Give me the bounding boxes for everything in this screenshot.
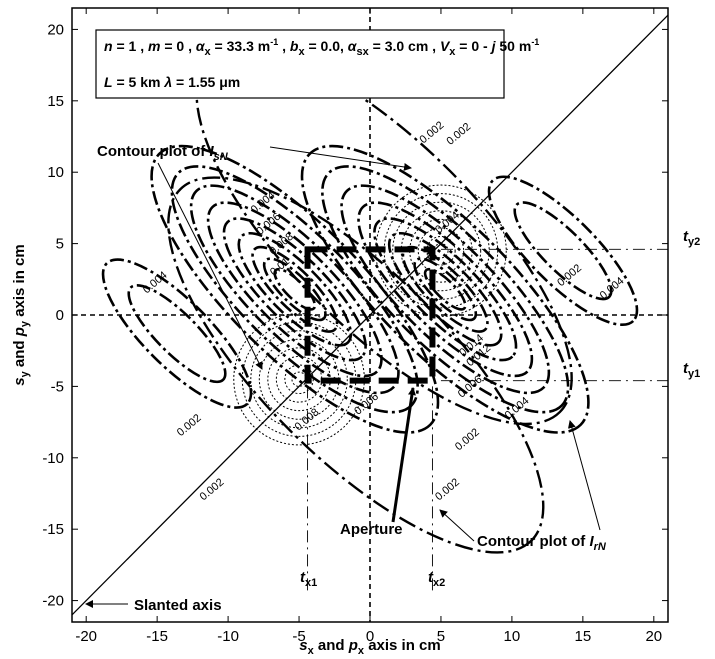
IrN-contour-ring	[357, 201, 534, 378]
IrN-contour-ring	[300, 144, 590, 434]
contour-level-label: 0.002	[453, 426, 482, 453]
label-tx1: tx1	[300, 569, 317, 589]
y-tick-label: -20	[42, 593, 64, 610]
contour-level-label: 0.004	[433, 209, 462, 236]
x-tick-label: 20	[645, 628, 662, 645]
label-ty1: ty1	[683, 360, 700, 380]
IrN-contour-ring	[423, 267, 467, 311]
x-tick-label: 10	[504, 628, 521, 645]
x-tick-label: -15	[146, 628, 168, 645]
IrN-contour-ring	[373, 217, 518, 362]
marker-reference-lines	[307, 248, 668, 594]
IsN-contour-ring	[417, 227, 465, 275]
contour-level-label: 0.006	[352, 391, 381, 418]
parameter-box: n = 1 , m = 0 , αx = 33.3 m-1 , bx = 0.0…	[95, 29, 539, 99]
IrN-contour-ring	[487, 175, 639, 327]
x-tick-label: -5	[292, 628, 305, 645]
y-tick-label: -15	[42, 521, 64, 538]
y-tick-label: -10	[42, 450, 64, 467]
IrN-contour-ring	[321, 165, 570, 414]
contour-level-label: 0.002	[418, 119, 447, 146]
slanted-axis-line	[72, 14, 668, 616]
x-axis-label: sx and px axis in cm	[299, 637, 441, 657]
arrow-IsN-right	[269, 146, 412, 171]
IrN-contour-ring	[273, 267, 317, 311]
annotations: Contour plot of IsN Aperture Contour plo…	[85, 143, 700, 614]
contour-level-label: 0.008	[293, 406, 322, 433]
IrN-contour-ring-outer	[167, 176, 545, 554]
contour-level-label: 0.004	[503, 395, 532, 422]
contours-IrN	[101, 47, 639, 554]
IrN-contour-ring	[206, 201, 383, 378]
IrN-contour-ring	[513, 201, 613, 301]
IsN-contour-ring	[291, 371, 307, 387]
x-tick-label: 0	[366, 628, 374, 645]
label-ty2: ty2	[683, 228, 700, 248]
contour-level-label: 0.004	[598, 275, 627, 302]
IsN-contour-ring	[433, 243, 449, 259]
contour-level-label: 0.002	[198, 476, 227, 503]
IrN-contour-ring	[251, 245, 339, 333]
annotation-contour-IsN: Contour plot of IsN	[97, 143, 229, 163]
IsN-contour-ring	[250, 330, 348, 429]
IrN-contour-ring	[150, 144, 440, 434]
x-tick-labels: -20 -15 -10 -5 0 5 10 15 20	[75, 628, 662, 645]
y-tick-label: -5	[51, 378, 64, 395]
aperture-box	[304, 246, 436, 384]
IrN-contour-ring	[237, 231, 353, 347]
contour-level-label: 0.002	[555, 262, 584, 289]
arrow-aperture	[391, 387, 416, 523]
arrow-IrN-up	[568, 420, 601, 531]
y-tick-label: 20	[47, 21, 64, 38]
x-tick-label: 15	[575, 628, 592, 645]
y-tick-label: 15	[47, 93, 64, 110]
y-axis-label: sy and py axis in cm	[11, 244, 31, 386]
x-tick-label: -10	[217, 628, 239, 645]
arrow-IrN-left	[439, 509, 475, 542]
annotation-slanted-axis: Slanted axis	[134, 597, 222, 614]
IrN-contour-ring	[127, 283, 227, 384]
x-tick-label: 5	[437, 628, 445, 645]
contour-level-label: 0.002	[444, 121, 473, 148]
annotation-aperture: Aperture	[340, 521, 403, 538]
IrN-contour-ring	[340, 184, 551, 395]
IsN-contour-ring	[284, 364, 314, 395]
contour-level-label: 0.002	[175, 412, 204, 439]
parameter-line-1: n = 1 , m = 0 , αx = 33.3 m-1 , bx = 0.0…	[104, 37, 539, 58]
IsN-contour-ring	[409, 218, 473, 283]
y-tick-label: 10	[47, 164, 64, 181]
x-tick-label: -20	[75, 628, 97, 645]
IsN-contour-ring	[383, 193, 499, 309]
label-tx2: tx2	[428, 569, 445, 589]
IrN-contour-ring	[222, 217, 367, 362]
y-tick-label: 0	[56, 307, 64, 324]
IrN-contour-ring	[189, 184, 400, 395]
y-tick-labels: -20 -15 -10 -5 0 5 10 15 20	[42, 21, 64, 609]
contour-level-label: 0.002	[433, 476, 462, 503]
y-tick-label: 5	[56, 236, 64, 253]
IrN-contour-ring	[387, 231, 503, 347]
arrow-IsN-left	[157, 162, 263, 370]
annotation-contour-IrN: Contour plot of IrN	[477, 533, 607, 553]
parameter-line-2: L = 5 km λ = 1.55 μm	[104, 74, 240, 90]
